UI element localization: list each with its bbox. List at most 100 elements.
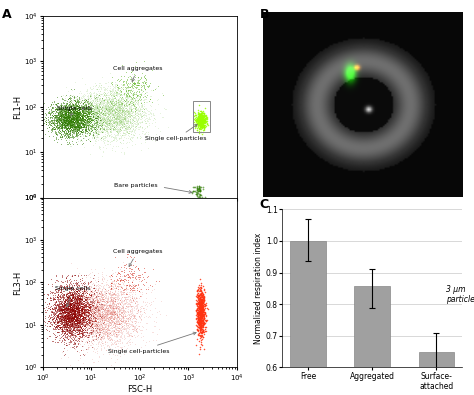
Point xyxy=(146,102,154,108)
Point xyxy=(110,107,118,113)
Point xyxy=(137,114,145,120)
Point xyxy=(49,302,56,308)
Point xyxy=(84,101,91,107)
Point xyxy=(119,120,127,126)
Point xyxy=(63,320,71,327)
Point xyxy=(94,325,101,331)
Point xyxy=(93,314,100,320)
Point xyxy=(69,92,76,98)
Point xyxy=(127,113,134,119)
Point xyxy=(68,314,76,320)
Point xyxy=(71,322,78,328)
Point xyxy=(60,295,67,301)
Point xyxy=(75,302,83,308)
Point xyxy=(90,291,98,297)
Point xyxy=(82,127,89,133)
Point xyxy=(89,120,96,127)
Point xyxy=(102,311,109,317)
Point xyxy=(62,300,69,307)
Point xyxy=(86,308,93,314)
Point xyxy=(79,320,87,327)
Point xyxy=(196,312,204,319)
Point xyxy=(92,289,100,295)
Point xyxy=(107,125,115,131)
Point xyxy=(117,114,124,120)
Point xyxy=(77,135,85,142)
Point xyxy=(118,118,125,124)
Point xyxy=(90,117,97,123)
Point xyxy=(64,313,72,320)
Point xyxy=(199,298,206,305)
Point xyxy=(196,188,204,194)
Point xyxy=(73,118,81,124)
Point xyxy=(106,316,114,323)
Point xyxy=(100,118,108,124)
Point xyxy=(125,277,132,284)
Point xyxy=(200,115,207,122)
Point xyxy=(115,82,123,88)
Point xyxy=(136,312,143,319)
Point xyxy=(75,297,83,303)
Point xyxy=(98,309,106,316)
Point xyxy=(104,95,112,102)
Point xyxy=(82,321,90,327)
Point xyxy=(133,295,141,301)
Point xyxy=(111,110,119,116)
Point xyxy=(73,118,81,124)
Point xyxy=(55,299,63,305)
Point xyxy=(193,319,201,325)
Point xyxy=(52,316,60,322)
Point xyxy=(94,108,101,114)
Point xyxy=(76,355,83,361)
Point xyxy=(107,310,114,317)
Point xyxy=(64,330,71,337)
Point xyxy=(79,120,86,126)
Point xyxy=(85,304,92,310)
Point xyxy=(44,318,52,324)
Point xyxy=(70,111,78,117)
Point xyxy=(71,105,78,111)
Point xyxy=(97,98,104,104)
Point xyxy=(153,309,160,315)
Point xyxy=(196,293,203,300)
Point xyxy=(65,105,73,111)
Point xyxy=(195,284,203,291)
Point xyxy=(198,312,205,318)
Point xyxy=(99,302,106,308)
Point xyxy=(44,291,52,297)
Point xyxy=(199,118,206,125)
Point xyxy=(199,114,206,120)
Point xyxy=(80,105,87,111)
Point xyxy=(69,294,76,300)
Point xyxy=(76,124,83,131)
Point xyxy=(128,94,135,100)
Point xyxy=(83,116,91,122)
Point xyxy=(131,80,139,87)
Point xyxy=(115,90,123,96)
Point xyxy=(74,310,82,316)
Point xyxy=(95,109,102,115)
Point xyxy=(96,328,103,335)
Point xyxy=(129,90,137,96)
Point xyxy=(117,110,124,117)
Point xyxy=(58,118,65,125)
Point xyxy=(105,108,113,115)
Point xyxy=(68,100,76,106)
Point xyxy=(65,325,73,331)
Point xyxy=(93,117,101,123)
Point xyxy=(57,114,64,120)
Point xyxy=(92,121,100,127)
Point xyxy=(95,324,103,330)
Point xyxy=(98,293,105,299)
Point xyxy=(135,107,142,113)
Point xyxy=(196,119,203,126)
Point xyxy=(91,293,99,300)
Point xyxy=(79,329,86,336)
Point xyxy=(118,85,126,92)
Point xyxy=(91,96,99,102)
Point xyxy=(99,113,106,120)
Point xyxy=(193,115,201,122)
Point xyxy=(105,310,112,316)
Point xyxy=(87,103,95,109)
Point xyxy=(76,316,83,322)
